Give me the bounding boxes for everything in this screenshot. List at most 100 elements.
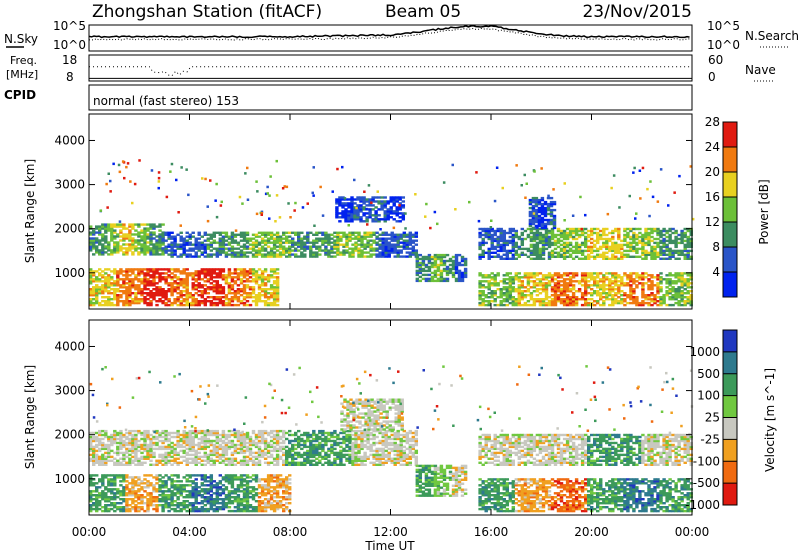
heatmap-cell <box>559 290 564 293</box>
heatmap-cell <box>233 276 238 279</box>
heatmap-cell <box>266 255 271 258</box>
heatmap-cell <box>611 229 615 233</box>
heatmap-cell <box>363 247 367 250</box>
heatmap-cell <box>549 204 554 208</box>
heatmap-cell <box>197 274 201 277</box>
heatmap-cell <box>146 292 150 295</box>
heatmap-cell <box>233 457 238 460</box>
heatmap-cell <box>269 286 274 289</box>
heatmap-cell <box>644 249 648 253</box>
heatmap-cell <box>577 280 582 283</box>
heatmap-cell <box>288 249 292 252</box>
heatmap-cell <box>487 296 491 299</box>
heatmap-cell <box>351 233 355 236</box>
heatmap-cell <box>665 245 669 249</box>
heatmap-cell <box>161 429 165 433</box>
heatmap-cell <box>119 447 123 451</box>
heatmap-cell <box>197 455 201 459</box>
heatmap-cell <box>549 218 554 222</box>
heatmap-cell <box>221 433 226 437</box>
heatmap-cell <box>291 231 295 234</box>
heatmap-cell <box>502 278 507 281</box>
heatmap-cell <box>227 276 232 279</box>
heatmap-cell <box>691 217 695 221</box>
heatmap-cell <box>577 247 582 251</box>
heatmap-cell <box>200 272 205 275</box>
heatmap-cell <box>333 251 337 254</box>
heatmap-cell <box>303 433 307 437</box>
heatmap-cell <box>315 233 319 236</box>
heatmap-cell <box>245 255 250 258</box>
heatmap-cell <box>236 431 241 435</box>
heatmap-cell <box>218 253 223 256</box>
heatmap-cell <box>445 259 450 263</box>
heatmap-cell <box>534 210 539 214</box>
heatmap-cell <box>251 255 256 258</box>
heatmap-cell <box>109 179 112 183</box>
heatmap-cell <box>288 241 292 244</box>
heatmap-cell <box>122 278 126 281</box>
heatmap-cell <box>206 292 211 295</box>
heatmap-cell <box>227 457 232 460</box>
heatmap-cell <box>330 255 334 258</box>
heatmap-cell <box>89 247 93 250</box>
heatmap-cell <box>505 296 510 299</box>
heatmap-cell <box>638 276 642 279</box>
noise-tick-top-left: 10^5 <box>53 19 86 33</box>
heatmap-cell <box>176 457 180 460</box>
heatmap-cell <box>191 459 195 462</box>
heatmap-cell <box>188 443 192 447</box>
heatmap-cell <box>378 233 382 236</box>
heatmap-cell <box>508 251 513 254</box>
heatmap-cell <box>584 274 588 277</box>
heatmap-cell <box>278 237 283 240</box>
heatmap-cell <box>266 443 271 447</box>
heatmap-cell <box>110 439 114 443</box>
heatmap-cell <box>107 290 111 293</box>
heatmap-cell <box>363 243 367 246</box>
heatmap-cell <box>359 208 363 211</box>
heatmap-cell <box>182 239 186 242</box>
heatmap-cell <box>272 298 277 301</box>
heatmap-cell <box>224 303 229 307</box>
heatmap-cell <box>571 235 576 239</box>
heatmap-cell <box>342 243 346 246</box>
heatmap-cell <box>248 286 253 289</box>
heatmap-cell <box>260 274 265 277</box>
heatmap-cell <box>125 288 129 291</box>
heatmap-cell <box>605 237 609 241</box>
heatmap-cell <box>553 300 558 303</box>
heatmap-cell <box>254 233 259 236</box>
heatmap-cell <box>303 445 307 449</box>
heatmap-cell <box>562 229 567 233</box>
heatmap-cell <box>478 286 482 289</box>
heatmap-cell <box>537 210 542 214</box>
heatmap-cell <box>257 247 262 250</box>
heatmap-cell <box>269 296 274 299</box>
heatmap-cell <box>421 257 426 261</box>
heatmap-cell <box>146 237 150 240</box>
heatmap-cell <box>101 300 105 303</box>
heatmap-cell <box>502 247 507 251</box>
heatmap-cell <box>535 241 540 245</box>
heatmap-cell <box>134 276 138 279</box>
heatmap-cell <box>140 270 144 273</box>
heatmap-cell <box>590 249 594 253</box>
heatmap-cell <box>335 198 339 201</box>
heatmap-cell <box>143 268 147 271</box>
heatmap-cell <box>531 198 536 202</box>
heatmap-cell <box>131 435 135 439</box>
heatmap-cell <box>143 439 147 443</box>
heatmap-cell <box>590 227 594 231</box>
heatmap-cell <box>218 249 223 252</box>
heatmap-cell <box>632 171 635 174</box>
heatmap-cell <box>158 235 162 238</box>
heatmap-cell <box>395 210 399 213</box>
heatmap-cell <box>330 237 334 240</box>
heatmap-cell <box>155 270 159 273</box>
heatmap-cell <box>236 288 241 291</box>
heatmap-cell <box>179 300 183 303</box>
heatmap-cell <box>540 216 545 220</box>
heatmap-cell <box>113 249 117 252</box>
heatmap-cell <box>206 433 211 437</box>
